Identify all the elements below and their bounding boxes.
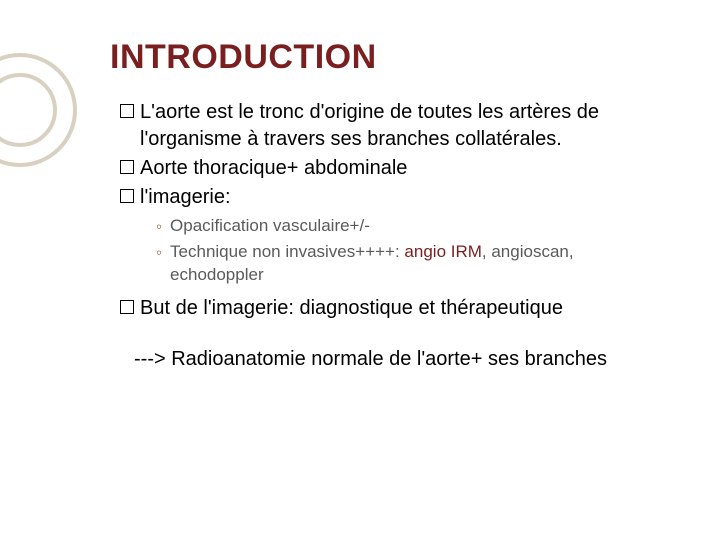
square-bullet-icon bbox=[120, 160, 134, 174]
bullet-text: l'imagerie: bbox=[140, 184, 660, 211]
sub-bullet-list: ◦ Opacification vasculaire+/- ◦ Techniqu… bbox=[156, 215, 660, 287]
bullet-text: L'aorte est le tronc d'origine de toutes… bbox=[140, 99, 660, 153]
square-bullet-icon bbox=[120, 189, 134, 203]
conclusion-text: ---> Radioanatomie normale de l'aorte+ s… bbox=[134, 346, 660, 373]
bullet-item: l'imagerie: bbox=[120, 184, 660, 211]
circle-bullet-icon: ◦ bbox=[156, 242, 162, 265]
bullet-text: Aorte thoracique+ abdominale bbox=[140, 155, 660, 182]
sub-bullet-accent: angio IRM bbox=[404, 242, 481, 261]
slide-title: INTRODUCTION bbox=[110, 38, 660, 77]
sub-bullet-item: ◦ Technique non invasives++++: angio IRM… bbox=[156, 241, 660, 287]
slide-content: INTRODUCTION L'aorte est le tronc d'orig… bbox=[0, 0, 720, 540]
bullet-list: L'aorte est le tronc d'origine de toutes… bbox=[120, 99, 660, 322]
circle-bullet-icon: ◦ bbox=[156, 216, 162, 239]
bullet-item: Aorte thoracique+ abdominale bbox=[120, 155, 660, 182]
sub-bullet-prefix: Technique non invasives++++: bbox=[170, 242, 404, 261]
square-bullet-icon bbox=[120, 300, 134, 314]
sub-bullet-text: Technique non invasives++++: angio IRM, … bbox=[170, 241, 660, 287]
bullet-item: L'aorte est le tronc d'origine de toutes… bbox=[120, 99, 660, 153]
square-bullet-icon bbox=[120, 104, 134, 118]
sub-bullet-text: Opacification vasculaire+/- bbox=[170, 215, 660, 238]
sub-bullet-item: ◦ Opacification vasculaire+/- bbox=[156, 215, 660, 239]
bullet-item: But de l'imagerie: diagnostique et théra… bbox=[120, 295, 660, 322]
bullet-text: But de l'imagerie: diagnostique et théra… bbox=[140, 295, 660, 322]
